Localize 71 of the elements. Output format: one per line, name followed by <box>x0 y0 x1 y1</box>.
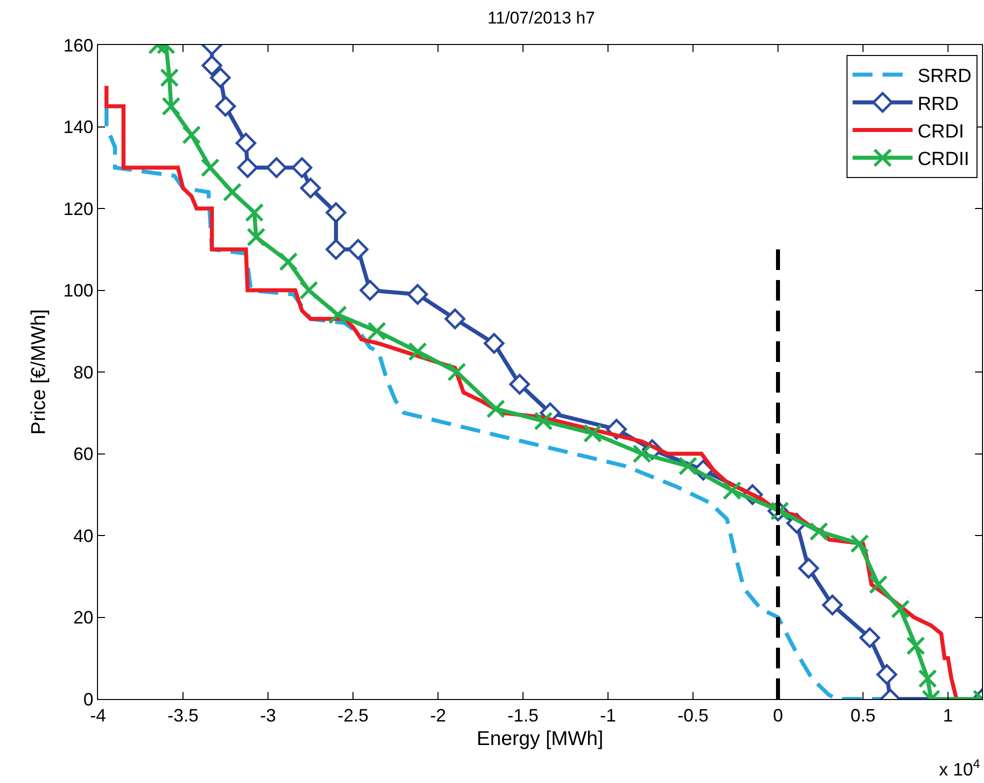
point <box>822 594 843 616</box>
point <box>299 280 318 300</box>
point <box>509 374 530 395</box>
point <box>583 424 602 443</box>
point <box>326 202 346 223</box>
point <box>292 157 312 178</box>
point <box>408 342 428 362</box>
x-tick-label: -3 <box>260 706 276 726</box>
point <box>444 308 466 330</box>
point <box>222 182 242 202</box>
point <box>407 284 428 305</box>
x-tick-label: 1 <box>942 706 954 726</box>
legend-label: RRD <box>918 94 959 115</box>
x-axis-title: Energy [MWh] <box>476 728 604 750</box>
point <box>162 96 181 116</box>
y-tick-label: 120 <box>63 198 94 219</box>
y-tick-label: 60 <box>73 444 94 464</box>
x-tick-label: -3.5 <box>167 706 199 726</box>
legend-label: CRDII <box>918 149 970 170</box>
point <box>678 456 698 476</box>
point <box>798 558 819 579</box>
point <box>278 252 298 272</box>
point <box>722 481 742 500</box>
y-tick-label: 80 <box>73 362 94 382</box>
point <box>360 280 380 301</box>
point <box>266 157 287 178</box>
x-tick-label: -1 <box>600 706 616 726</box>
x-tick-label: 0.5 <box>850 706 876 726</box>
x-tick-label: -1.5 <box>507 706 539 726</box>
x-tick-label: -2.5 <box>337 706 369 726</box>
point <box>237 157 258 178</box>
point <box>859 627 880 648</box>
point <box>890 600 910 619</box>
x-tick-label: -2 <box>430 706 446 726</box>
y-tick-label: 100 <box>63 280 94 301</box>
point <box>534 412 553 431</box>
point <box>632 444 652 464</box>
point <box>182 125 201 144</box>
legend-label: SRRD <box>918 66 972 88</box>
point <box>906 636 926 656</box>
x-tick-label: -0.5 <box>677 706 709 726</box>
point <box>868 575 888 594</box>
point <box>202 55 222 76</box>
point <box>918 669 938 688</box>
y-axis-title: Price [€/MWh] <box>28 309 50 435</box>
point <box>348 239 368 260</box>
point <box>200 158 220 178</box>
point <box>850 534 870 554</box>
point <box>300 178 321 198</box>
point <box>367 322 386 341</box>
point <box>160 68 179 88</box>
y-tick-label: 160 <box>63 35 94 56</box>
chart-title: 11/07/2013 h7 <box>487 8 595 28</box>
point <box>210 67 231 88</box>
point <box>246 228 266 247</box>
point <box>236 132 256 154</box>
legend-label: CRDI <box>918 121 964 142</box>
point <box>447 362 466 382</box>
point <box>484 333 504 354</box>
point <box>215 96 236 117</box>
point <box>486 399 506 418</box>
point <box>326 239 346 260</box>
point <box>328 305 348 324</box>
y-tick-label: 20 <box>73 608 94 628</box>
point <box>809 522 828 541</box>
point <box>244 203 264 222</box>
x-tick-label: 0 <box>772 706 784 726</box>
y-tick-label: 40 <box>73 526 94 546</box>
y-tick-label: 140 <box>63 117 94 138</box>
text: x 10$^{4}$ <box>939 757 980 780</box>
point <box>876 664 898 685</box>
